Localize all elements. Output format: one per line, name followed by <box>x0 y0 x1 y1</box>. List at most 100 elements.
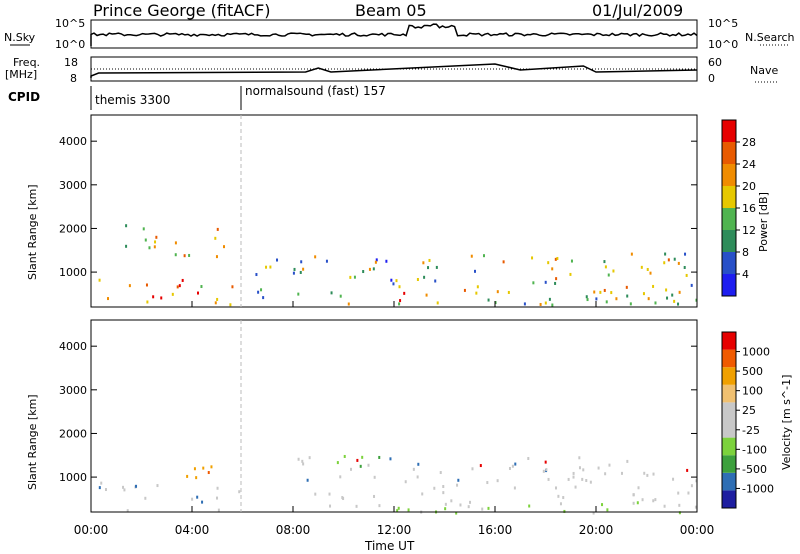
freq-label-2: [MHz] <box>5 68 37 81</box>
data-cell <box>292 271 295 275</box>
data-cell <box>154 240 157 244</box>
data-cell <box>427 266 430 270</box>
colorbar-segment <box>722 349 736 368</box>
data-cell <box>604 472 607 476</box>
data-cell <box>183 254 186 258</box>
data-cell <box>508 466 511 470</box>
data-cell <box>481 507 484 511</box>
colorbar-tick-label: 16 <box>742 202 756 215</box>
y-tick-label: 2000 <box>59 222 87 235</box>
date-title: 01/Jul/2009 <box>592 1 683 20</box>
data-cell <box>467 505 470 509</box>
data-cell <box>652 472 655 476</box>
data-cell <box>378 504 381 508</box>
data-cell <box>144 496 147 500</box>
data-cell <box>98 486 101 490</box>
data-cell <box>487 298 490 302</box>
colorbar-tick-label: 12 <box>742 224 756 237</box>
x-tick-label: 20:00 <box>579 523 614 537</box>
data-cell <box>612 269 615 273</box>
data-cell <box>673 257 676 261</box>
data-cell <box>554 257 557 261</box>
velocity-panel: 1000 2000 3000 4000 Slant Range [km] 1000 50… <box>26 319 793 515</box>
data-cell <box>207 471 210 475</box>
data-cell <box>444 507 447 511</box>
data-cell <box>152 295 155 299</box>
data-cell <box>632 493 635 497</box>
data-cell <box>156 484 159 488</box>
y-tick-label: 2000 <box>59 427 87 440</box>
data-cell <box>551 303 554 307</box>
data-cell <box>328 492 331 496</box>
data-cell <box>479 464 482 468</box>
colorbar-segment <box>722 208 736 230</box>
data-cell <box>649 271 652 275</box>
colorbar-tick-label: 24 <box>742 158 756 171</box>
data-cell <box>474 269 477 273</box>
data-cell <box>567 477 570 481</box>
data-cell <box>373 494 376 498</box>
data-cell <box>463 288 466 292</box>
data-cell <box>100 481 103 485</box>
power-ylabel: Slant Range [km] <box>26 184 39 280</box>
colorbar-segment <box>722 142 736 164</box>
velocity-colorbar: 1000 500 100 25 -25 -100 -500 -1000 <box>721 331 774 509</box>
data-cell <box>476 285 479 289</box>
y-tick-label: 1000 <box>59 471 87 484</box>
data-cell <box>397 506 400 510</box>
data-cell <box>155 235 158 239</box>
cpid-segment-2: normalsound (fast) 157 <box>245 84 386 98</box>
data-cell <box>523 302 526 306</box>
data-cell <box>302 267 305 271</box>
data-cell <box>654 301 657 305</box>
colorbar-segment <box>722 384 736 403</box>
data-cell <box>299 270 302 274</box>
power-panel: 1000 2000 3000 4000 Slant Range [km] 4 8 12 16… <box>26 114 770 308</box>
data-cell <box>214 301 217 305</box>
nsky-trace <box>90 23 698 46</box>
data-cell <box>548 297 551 301</box>
data-cell <box>665 288 668 292</box>
data-cell <box>416 277 419 281</box>
data-cell <box>581 477 584 481</box>
data-cell <box>585 479 588 483</box>
x-axis: 00:00 04:00 08:00 12:00 16:00 20:00 00:00 <box>74 301 715 537</box>
data-cell <box>214 236 217 240</box>
data-cell <box>368 267 371 271</box>
data-cell <box>195 476 198 480</box>
data-cell <box>257 290 260 294</box>
data-cell <box>511 464 514 468</box>
data-cell <box>186 474 189 478</box>
data-cell <box>123 488 126 492</box>
data-cell <box>422 261 425 265</box>
data-cell <box>615 297 618 301</box>
data-cell <box>361 455 364 459</box>
beam-title: Beam 05 <box>355 1 427 20</box>
data-cell <box>626 294 629 298</box>
power-y-axis: 1000 2000 3000 4000 <box>59 135 697 279</box>
colorbar-tick-label: 20 <box>742 180 756 193</box>
colorbar-segment <box>722 274 736 296</box>
cpid-segment-1: themis 3300 <box>95 93 170 107</box>
data-cell <box>201 500 204 504</box>
data-cell <box>216 496 219 500</box>
data-cell <box>122 485 125 489</box>
data-cell <box>350 467 353 471</box>
data-cell <box>578 466 581 470</box>
data-cell <box>178 284 181 288</box>
x-tick-label: 00:00 <box>680 523 715 537</box>
velocity-y-axis: 1000 2000 3000 4000 <box>59 340 697 484</box>
data-cell <box>325 259 328 263</box>
data-cell <box>302 462 305 466</box>
data-cell <box>630 252 633 256</box>
colorbar-tick-label: -1000 <box>742 482 774 495</box>
colorbar-tick-label: -25 <box>742 424 760 437</box>
data-cell <box>436 301 439 305</box>
data-cell <box>407 508 410 512</box>
data-cell <box>637 486 640 490</box>
data-cell <box>678 290 681 294</box>
data-cell <box>416 475 419 479</box>
data-cell <box>308 456 311 460</box>
colorbar-segment <box>722 420 736 438</box>
x-tick-label: 16:00 <box>478 523 513 537</box>
